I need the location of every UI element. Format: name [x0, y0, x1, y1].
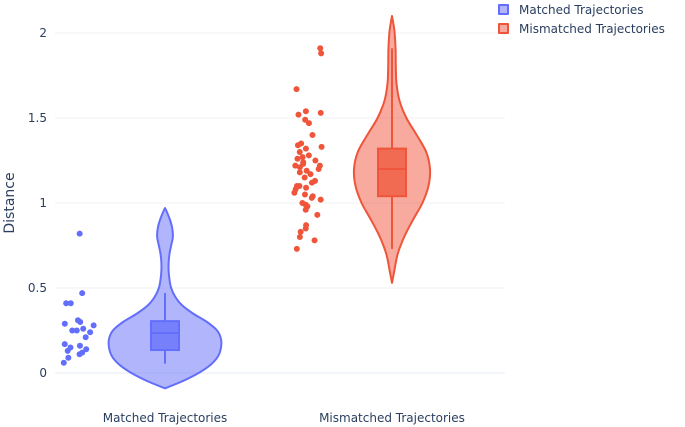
data-point: [312, 157, 319, 164]
data-point: [297, 228, 304, 235]
violin-traces: [60, 15, 432, 390]
data-point: [294, 142, 301, 149]
violin-series: [60, 207, 223, 390]
data-point: [83, 346, 90, 353]
y-axis-title: Distance: [2, 172, 18, 233]
data-point: [294, 155, 301, 162]
data-point: [67, 300, 74, 307]
x-tick-label: Matched Trajectories: [103, 411, 228, 425]
x-tick-label: Mismatched Trajectories: [319, 411, 465, 425]
data-point: [303, 184, 310, 191]
data-point: [296, 234, 303, 240]
y-tick-label: 1: [39, 196, 47, 210]
data-point: [309, 132, 316, 138]
data-point: [90, 322, 97, 329]
data-point: [318, 143, 325, 150]
data-point: [296, 169, 303, 176]
legend-item-matched[interactable]: Matched Trajectories: [498, 0, 665, 19]
data-point: [303, 167, 310, 174]
data-point: [302, 206, 309, 213]
data-point: [76, 351, 83, 358]
data-point: [293, 86, 300, 93]
x-tick-labels: Matched Trajectories Mismatched Trajector…: [103, 411, 465, 425]
data-point: [69, 327, 76, 334]
data-point: [76, 342, 83, 349]
data-point: [76, 230, 83, 237]
data-point: [63, 300, 70, 307]
data-point: [61, 341, 68, 348]
y-tick-label: 2: [39, 26, 47, 40]
data-point: [87, 329, 94, 336]
legend-label-matched: Matched Trajectories: [519, 2, 644, 17]
data-point: [305, 120, 312, 127]
legend-item-mismatched[interactable]: Mismatched Trajectories: [498, 19, 665, 38]
data-point: [80, 325, 87, 332]
data-point: [311, 237, 318, 244]
data-point: [305, 152, 312, 159]
data-point: [61, 320, 68, 327]
data-point: [79, 290, 86, 297]
box: [377, 147, 407, 198]
data-point: [302, 145, 309, 152]
data-point: [314, 211, 321, 218]
data-point: [65, 354, 72, 361]
data-point: [295, 111, 302, 118]
data-point: [317, 109, 324, 116]
data-point: [60, 359, 67, 366]
data-point: [317, 45, 324, 52]
data-point: [296, 149, 303, 155]
data-point: [308, 179, 315, 186]
box: [150, 320, 180, 352]
data-point: [301, 174, 308, 181]
y-tick-label: 1.5: [28, 111, 47, 125]
y-tick-label: 0.5: [28, 281, 47, 295]
data-point: [307, 171, 314, 178]
data-point: [308, 194, 315, 201]
data-point: [301, 191, 308, 198]
violin-series: [291, 15, 432, 284]
data-point: [82, 334, 89, 341]
data-point: [292, 162, 299, 169]
data-point: [315, 166, 322, 172]
y-tick-labels: 0 0.5 1 1.5 2: [28, 26, 47, 380]
legend[interactable]: Matched Trajectories Mismatched Trajecto…: [498, 0, 665, 38]
data-point: [73, 327, 80, 334]
data-point: [296, 164, 303, 171]
data-point: [77, 319, 84, 325]
gridlines: [55, 32, 505, 374]
legend-swatch-matched: [498, 4, 509, 15]
data-point: [317, 196, 324, 203]
data-point: [64, 347, 71, 354]
data-point: [291, 189, 298, 196]
data-point: [296, 183, 303, 189]
data-point: [299, 154, 306, 161]
data-point: [302, 225, 309, 232]
data-point: [302, 108, 309, 115]
y-tick-label: 0: [39, 366, 47, 380]
legend-label-mismatched: Mismatched Trajectories: [519, 21, 665, 36]
data-point: [318, 50, 325, 57]
data-point: [293, 245, 300, 252]
legend-swatch-mismatched: [498, 23, 509, 34]
